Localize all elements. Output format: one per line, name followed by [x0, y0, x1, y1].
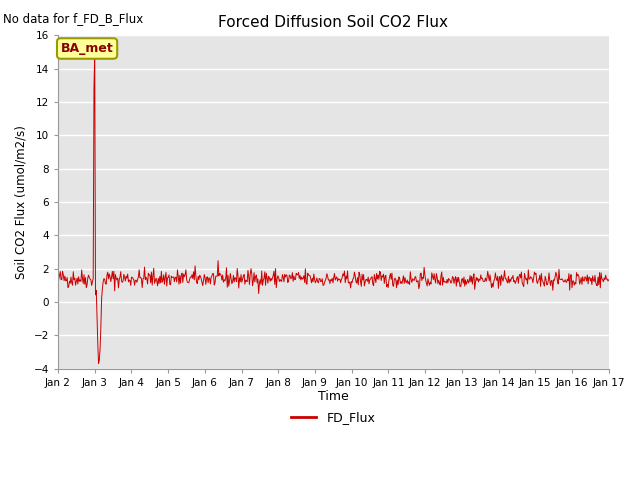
FD_Flux	[54, 274, 62, 279]
FD_Flux	[91, 49, 99, 55]
FD_Flux	[95, 360, 102, 366]
FD_Flux	[418, 277, 426, 283]
Line: FD_Flux: FD_Flux	[58, 52, 609, 363]
Text: No data for f_FD_B_Flux: No data for f_FD_B_Flux	[3, 12, 143, 25]
Y-axis label: Soil CO2 Flux (umol/m2/s): Soil CO2 Flux (umol/m2/s)	[15, 125, 28, 279]
FD_Flux	[402, 279, 410, 285]
FD_Flux	[178, 270, 186, 276]
FD_Flux	[207, 274, 215, 280]
Text: BA_met: BA_met	[61, 42, 113, 55]
FD_Flux	[605, 277, 612, 283]
X-axis label: Time: Time	[318, 390, 349, 403]
FD_Flux	[64, 285, 72, 290]
FD_Flux	[122, 273, 130, 279]
Legend: FD_Flux: FD_Flux	[287, 406, 380, 429]
Title: Forced Diffusion Soil CO2 Flux: Forced Diffusion Soil CO2 Flux	[218, 15, 449, 30]
